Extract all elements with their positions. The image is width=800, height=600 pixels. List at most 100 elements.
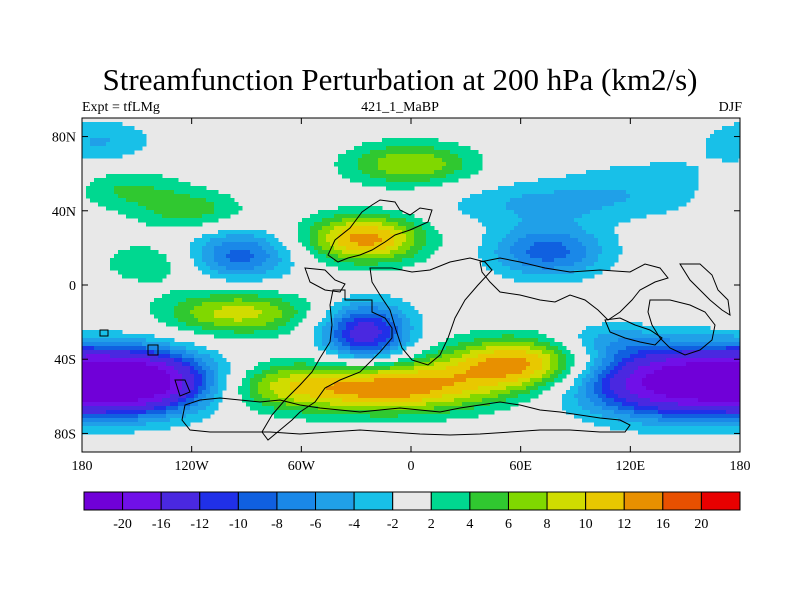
- field-cell: [406, 362, 411, 367]
- field-cell: [458, 158, 463, 163]
- field-cell: [226, 298, 231, 303]
- field-cell: [514, 250, 519, 255]
- field-cell: [634, 346, 639, 351]
- field-cell: [366, 262, 371, 267]
- field-cell: [466, 198, 471, 203]
- field-cell: [202, 190, 207, 195]
- field-cell: [174, 198, 179, 203]
- field-cell: [186, 346, 191, 351]
- field-cell: [230, 198, 235, 203]
- field-cell: [86, 194, 91, 199]
- field-cell: [678, 174, 683, 179]
- field-cell: [614, 202, 619, 207]
- field-cell: [646, 370, 651, 375]
- field-cell: [642, 370, 647, 375]
- field-cell: [602, 198, 607, 203]
- field-cell: [366, 318, 371, 323]
- field-cell: [638, 330, 643, 335]
- field-cell: [682, 174, 687, 179]
- field-cell: [158, 198, 163, 203]
- field-cell: [634, 326, 639, 331]
- field-cell: [734, 146, 739, 151]
- field-cell: [486, 194, 491, 199]
- field-cell: [330, 366, 335, 371]
- field-cell: [610, 334, 615, 339]
- field-cell: [510, 366, 515, 371]
- field-cell: [606, 370, 611, 375]
- field-cell: [558, 366, 563, 371]
- field-cell: [678, 194, 683, 199]
- field-cell: [486, 218, 491, 223]
- field-cell: [582, 194, 587, 199]
- field-cell: [574, 266, 579, 271]
- field-cell: [674, 334, 679, 339]
- field-cell: [102, 330, 107, 335]
- field-cell: [534, 270, 539, 275]
- field-cell: [434, 178, 439, 183]
- field-cell: [110, 342, 115, 347]
- field-cell: [250, 242, 255, 247]
- field-cell: [226, 210, 231, 215]
- field-cell: [154, 314, 159, 319]
- field-cell: [598, 334, 603, 339]
- field-cell: [582, 190, 587, 195]
- field-cell: [542, 350, 547, 355]
- field-cell: [170, 190, 175, 195]
- field-cell: [198, 290, 203, 295]
- field-cell: [202, 246, 207, 251]
- field-cell: [698, 346, 703, 351]
- field-cell: [278, 330, 283, 335]
- field-cell: [694, 326, 699, 331]
- field-cell: [566, 186, 571, 191]
- field-cell: [106, 198, 111, 203]
- field-cell: [358, 158, 363, 163]
- field-cell: [470, 334, 475, 339]
- field-cell: [226, 250, 231, 255]
- field-cell: [386, 242, 391, 247]
- field-cell: [150, 186, 155, 191]
- field-cell: [146, 206, 151, 211]
- field-cell: [478, 206, 483, 211]
- field-cell: [650, 166, 655, 171]
- field-cell: [358, 294, 363, 299]
- field-cell: [602, 322, 607, 327]
- field-cell: [110, 354, 115, 359]
- field-cell: [322, 370, 327, 375]
- field-cell: [574, 262, 579, 267]
- field-cell: [198, 202, 203, 207]
- field-cell: [178, 318, 183, 323]
- field-cell: [418, 142, 423, 147]
- field-cell: [470, 342, 475, 347]
- field-cell: [182, 366, 187, 371]
- field-cell: [542, 278, 547, 283]
- field-cell: [642, 354, 647, 359]
- field-cell: [566, 218, 571, 223]
- field-cell: [174, 346, 179, 351]
- field-cell: [390, 214, 395, 219]
- field-cell: [86, 354, 91, 359]
- field-cell: [550, 186, 555, 191]
- field-cell: [406, 238, 411, 243]
- field-cell: [398, 142, 403, 147]
- field-cell: [382, 330, 387, 335]
- field-cell: [238, 334, 243, 339]
- field-cell: [366, 154, 371, 159]
- field-cell: [218, 214, 223, 219]
- field-cell: [242, 250, 247, 255]
- field-cell: [186, 310, 191, 315]
- field-cell: [106, 138, 111, 143]
- field-cell: [130, 270, 135, 275]
- field-cell: [178, 342, 183, 347]
- field-cell: [566, 370, 571, 375]
- field-cell: [382, 246, 387, 251]
- field-cell: [86, 350, 91, 355]
- field-cell: [206, 370, 211, 375]
- field-cell: [278, 310, 283, 315]
- field-cell: [530, 254, 535, 259]
- field-cell: [378, 242, 383, 247]
- field-cell: [610, 362, 615, 367]
- field-cell: [162, 186, 167, 191]
- field-cell: [490, 362, 495, 367]
- field-cell: [374, 258, 379, 263]
- field-cell: [670, 354, 675, 359]
